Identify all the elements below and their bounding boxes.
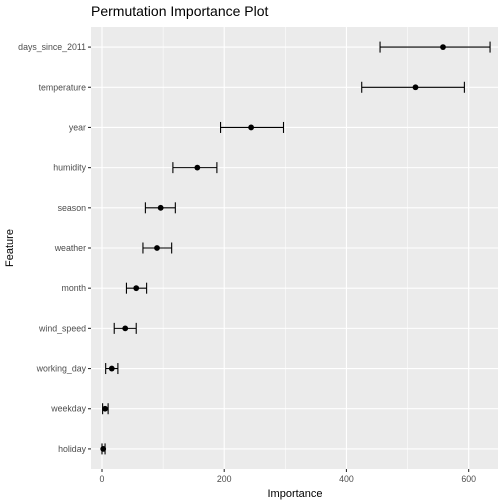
point-days_since_2011 xyxy=(440,44,446,50)
point-wind_speed xyxy=(122,325,129,332)
point-month xyxy=(133,285,140,292)
y-tick-label: season xyxy=(58,203,86,213)
x-axis: 0 200 400 600 xyxy=(100,469,476,484)
y-tick-label: days_since_2011 xyxy=(18,42,86,52)
point-year xyxy=(248,124,255,131)
y-tick-label: weekday xyxy=(50,404,86,414)
x-tick-label: 600 xyxy=(461,474,476,484)
y-tick-label: wind_speed xyxy=(38,323,86,333)
x-tick-label: 400 xyxy=(339,474,354,484)
y-tick-label: weather xyxy=(54,243,86,253)
y-tick-label: working_day xyxy=(36,364,87,374)
point-temperature xyxy=(412,84,419,91)
chart-title: Permutation Importance Plot xyxy=(91,3,269,19)
point-holiday xyxy=(100,446,107,452)
point-working_day xyxy=(108,365,115,372)
y-tick-label: temperature xyxy=(39,82,87,92)
point-weekday xyxy=(102,405,108,412)
y-axis-title: Feature xyxy=(4,229,16,267)
y-tick-label: holiday xyxy=(58,444,86,454)
y-tick-label: year xyxy=(69,122,86,132)
y-tick-label: month xyxy=(62,283,87,293)
point-season xyxy=(157,204,164,211)
point-weather xyxy=(154,245,160,251)
x-tick-label: 0 xyxy=(100,474,105,484)
grid-major xyxy=(91,27,498,469)
x-axis-title: Importance xyxy=(267,488,322,500)
y-axis: days_since_2011 temperature year humidity se… xyxy=(18,42,91,454)
data-points xyxy=(100,44,446,452)
point-humidity xyxy=(194,164,201,171)
x-tick-label: 200 xyxy=(217,474,232,484)
y-tick-label: humidity xyxy=(53,163,86,173)
